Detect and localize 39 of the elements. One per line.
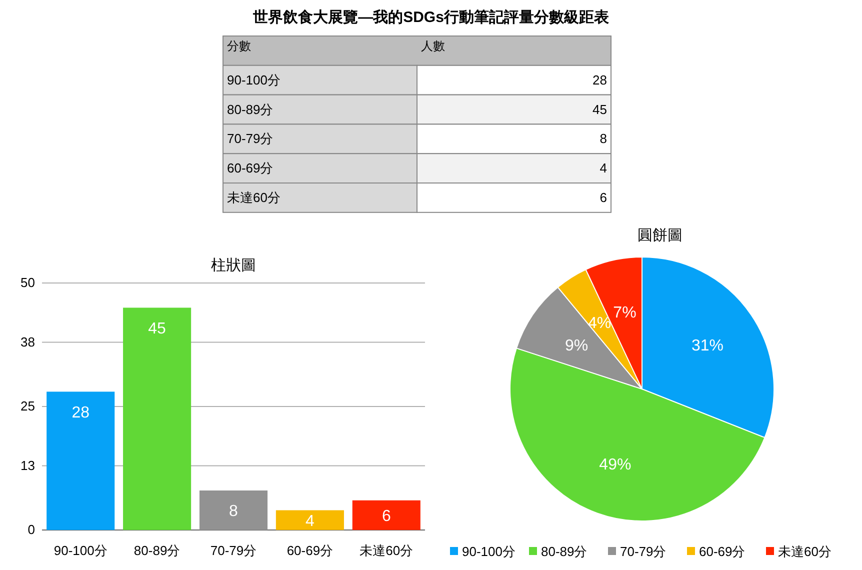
y-tick-label: 50 — [20, 275, 35, 290]
bar — [352, 500, 420, 530]
y-tick-label: 13 — [20, 458, 35, 473]
x-tick-label: 60-69分 — [286, 543, 334, 558]
bar — [199, 490, 268, 530]
bar — [123, 308, 192, 530]
text: 世界飲食大展覽—我的SDGs行動筆記評量分數級距表 — [252, 9, 610, 26]
y-tick-label: 0 — [28, 522, 35, 537]
data-label: 4 — [600, 160, 607, 176]
chart-title: 柱狀圖 — [211, 257, 256, 274]
data-label: 28 — [72, 404, 90, 422]
category-label: 90-100分 — [227, 72, 280, 88]
x-tick-label: 未達60分 — [360, 543, 414, 558]
y-tick-label: 25 — [20, 398, 35, 414]
category-label: 60-69分 — [227, 160, 274, 176]
x-tick-label: 90-100分 — [54, 543, 108, 558]
x-tick-label: 80-89分 — [134, 543, 180, 558]
chart-title: 圓餅圖 — [638, 227, 682, 244]
x-tick-label: 70-79分 — [210, 543, 257, 558]
data-label: 45 — [148, 320, 166, 338]
data-label: 6 — [382, 508, 391, 526]
data-label: 8 — [600, 131, 607, 146]
data-label: 45 — [592, 102, 607, 117]
category-label: 80-89分 — [227, 102, 274, 117]
text: 人數 — [421, 39, 445, 53]
data-label: 9% — [564, 337, 588, 354]
data-label: 49% — [599, 456, 632, 474]
data-label: 6 — [600, 190, 607, 205]
y-tick-label: 38 — [20, 334, 35, 350]
category-label: 70-79分 — [227, 131, 274, 146]
data-label: 4 — [305, 513, 314, 530]
text: 分數 — [227, 39, 251, 53]
data-label: 28 — [592, 72, 607, 88]
bar — [46, 392, 115, 530]
data-label: 31% — [691, 337, 724, 354]
data-label: 8 — [229, 503, 238, 520]
category-label: 未達60分 — [227, 190, 280, 205]
data-label: 7% — [613, 304, 636, 322]
bar — [276, 510, 344, 530]
